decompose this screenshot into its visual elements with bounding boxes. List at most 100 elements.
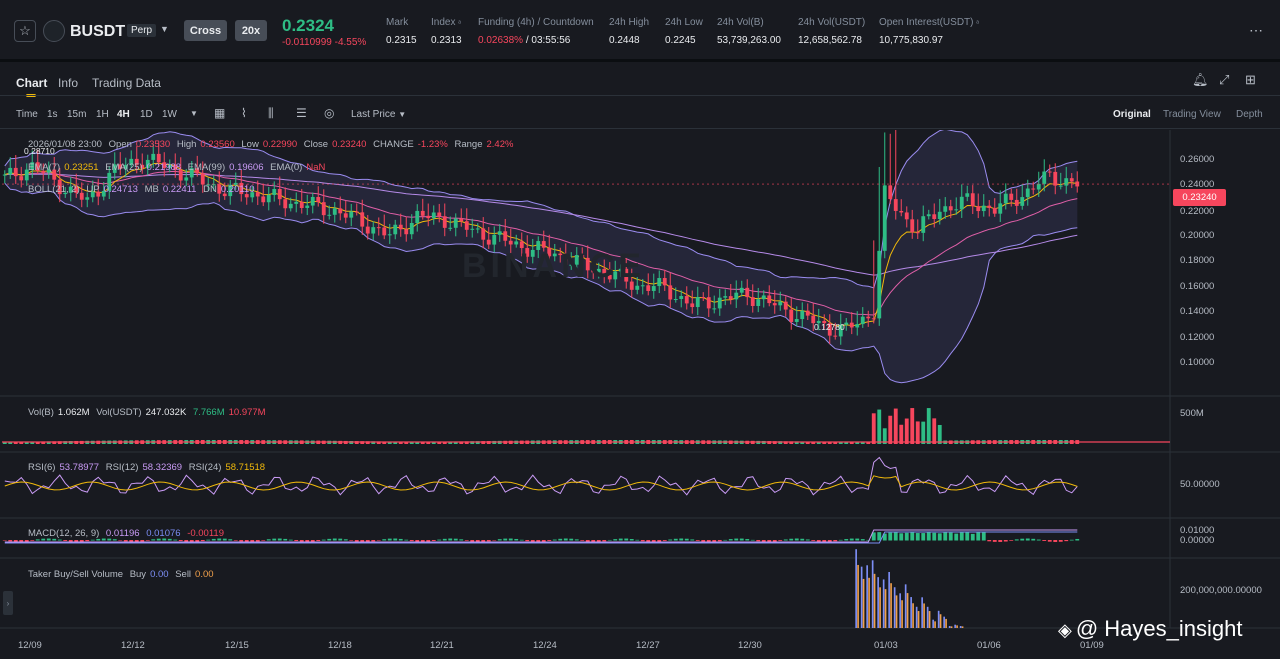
chart-area[interactable]: BINANCE 2026/01/08 23:00 Open 0.23530 Hig…	[0, 130, 1280, 659]
collapse-handle-icon[interactable]: ›	[3, 591, 13, 615]
leverage-button[interactable]: 20x	[235, 20, 267, 41]
candle-body	[277, 188, 282, 200]
fullscreen-icon[interactable]: ⤢	[1219, 72, 1230, 87]
candle-body	[68, 186, 73, 193]
taker-sell-bar	[868, 577, 870, 628]
candle-body	[13, 167, 18, 177]
date-tick: 12/09	[18, 640, 42, 651]
more-options-icon[interactable]: ⋯	[1249, 22, 1264, 38]
indicator-chart-icon[interactable]: ⌇	[241, 106, 247, 120]
macd-histogram-bar	[398, 538, 403, 541]
candle-type-icon[interactable]: ⫼	[268, 106, 274, 120]
stat-label-funding[interactable]: Funding (4h) / Countdown	[478, 17, 594, 28]
favorite-star-icon[interactable]: ☆	[14, 20, 36, 42]
stat-label-open-interest[interactable]: Open Interest(USDT) ᵃ	[879, 17, 979, 28]
candle-body	[519, 241, 524, 249]
timeframe-4h[interactable]: 4H	[117, 109, 130, 120]
taker-sell-bar	[934, 621, 936, 628]
macd-histogram-bar	[52, 538, 57, 541]
timeframe-dropdown-icon[interactable]: ▼	[190, 109, 198, 118]
date-tick: 12/15	[225, 640, 249, 651]
volume-bar	[2, 442, 7, 444]
macd-histogram-bar	[679, 538, 684, 541]
date-tick: 12/24	[533, 640, 557, 651]
candle-body	[294, 201, 299, 204]
alert-bell-icon[interactable]: 🔔︎	[1192, 72, 1209, 87]
settings-sliders-icon[interactable]: ☰	[296, 106, 307, 120]
macd-histogram-bar	[283, 538, 288, 541]
tab-trading-data[interactable]: Trading Data	[92, 76, 161, 90]
macd-histogram-bar	[63, 540, 68, 541]
timeframe-time[interactable]: Time	[16, 109, 38, 120]
symbol-dropdown-icon[interactable]: ▼	[160, 24, 169, 34]
macd-histogram-bar	[475, 540, 480, 542]
timeframe-15m[interactable]: 15m	[67, 109, 87, 120]
price-chart-svg[interactable]	[0, 130, 1280, 659]
candle-body	[998, 203, 1003, 214]
macd-histogram-bar	[838, 539, 843, 541]
macd-histogram-bar	[585, 540, 590, 542]
candle-body	[1014, 199, 1019, 206]
timeframe-1s[interactable]: 1s	[47, 109, 58, 120]
candle-body	[756, 299, 761, 307]
volume-bar	[844, 441, 849, 444]
candle-body	[178, 169, 183, 181]
candle-body	[63, 192, 68, 195]
timeframe-1w[interactable]: 1W	[162, 109, 177, 120]
view-trading-view[interactable]: Trading View	[1163, 109, 1221, 120]
candle-body	[695, 297, 700, 308]
macd-histogram-bar	[277, 538, 282, 541]
price-tick: 0.20000	[1180, 230, 1215, 241]
macd-histogram-bar	[387, 538, 392, 541]
tab-info[interactable]: Info	[58, 76, 79, 90]
view-depth[interactable]: Depth	[1236, 109, 1263, 120]
macd-histogram-bar	[140, 540, 145, 542]
date-tick: 01/06	[977, 640, 1001, 651]
candle-body	[816, 320, 821, 324]
macd-histogram-bar	[690, 539, 695, 541]
stat-label-mark[interactable]: Mark	[386, 17, 409, 28]
taker-buy-bar	[926, 606, 929, 628]
macd-histogram-bar	[404, 539, 409, 541]
margin-mode-button[interactable]: Cross	[184, 20, 227, 41]
macd-histogram-bar	[778, 540, 783, 541]
macd-histogram-bar	[178, 540, 183, 542]
candle-body	[574, 255, 579, 265]
tab-chart[interactable]: Chart	[16, 76, 48, 90]
calendar-icon[interactable]: ▦	[214, 106, 226, 120]
volume-bar	[811, 441, 816, 444]
candle-body	[376, 227, 381, 229]
price-type-select[interactable]: Last Price ▼	[351, 109, 407, 120]
macd-histogram-bar	[409, 540, 414, 542]
macd-histogram-bar	[184, 540, 189, 542]
macd-histogram-bar	[85, 540, 90, 542]
volume-bar	[464, 441, 469, 444]
timeframe-1h[interactable]: 1H	[96, 109, 109, 120]
candle-body	[1064, 178, 1069, 186]
volume-bar	[376, 441, 381, 444]
taker-sell-bar	[884, 589, 887, 628]
macd-histogram-bar	[431, 540, 436, 541]
macd-histogram-bar	[250, 540, 255, 542]
candle-body	[255, 192, 260, 197]
candle-body	[877, 250, 882, 319]
target-icon[interactable]: ◎	[324, 106, 335, 120]
candle-body	[101, 190, 106, 197]
macd-histogram-bar	[882, 533, 887, 541]
stat-label-index[interactable]: Index ᵃ	[431, 17, 461, 28]
candle-body	[1036, 183, 1041, 190]
macd-histogram-bar	[156, 538, 161, 541]
macd-histogram-bar	[376, 540, 381, 541]
candle-body	[640, 285, 645, 287]
view-original[interactable]: Original	[1113, 109, 1151, 120]
candle-body	[486, 239, 491, 245]
macd-histogram-bar	[1036, 539, 1041, 541]
macd-histogram-bar	[772, 540, 777, 542]
symbol-name[interactable]: BUSDT	[70, 23, 126, 40]
timeframe-1d[interactable]: 1D	[140, 109, 153, 120]
price-tick: 0.10000	[1180, 357, 1215, 368]
expand-icon[interactable]: ⊞	[1245, 72, 1256, 87]
macd-histogram-bar	[657, 540, 662, 542]
taker-buy-bar	[893, 587, 896, 628]
candle-body	[129, 158, 134, 165]
